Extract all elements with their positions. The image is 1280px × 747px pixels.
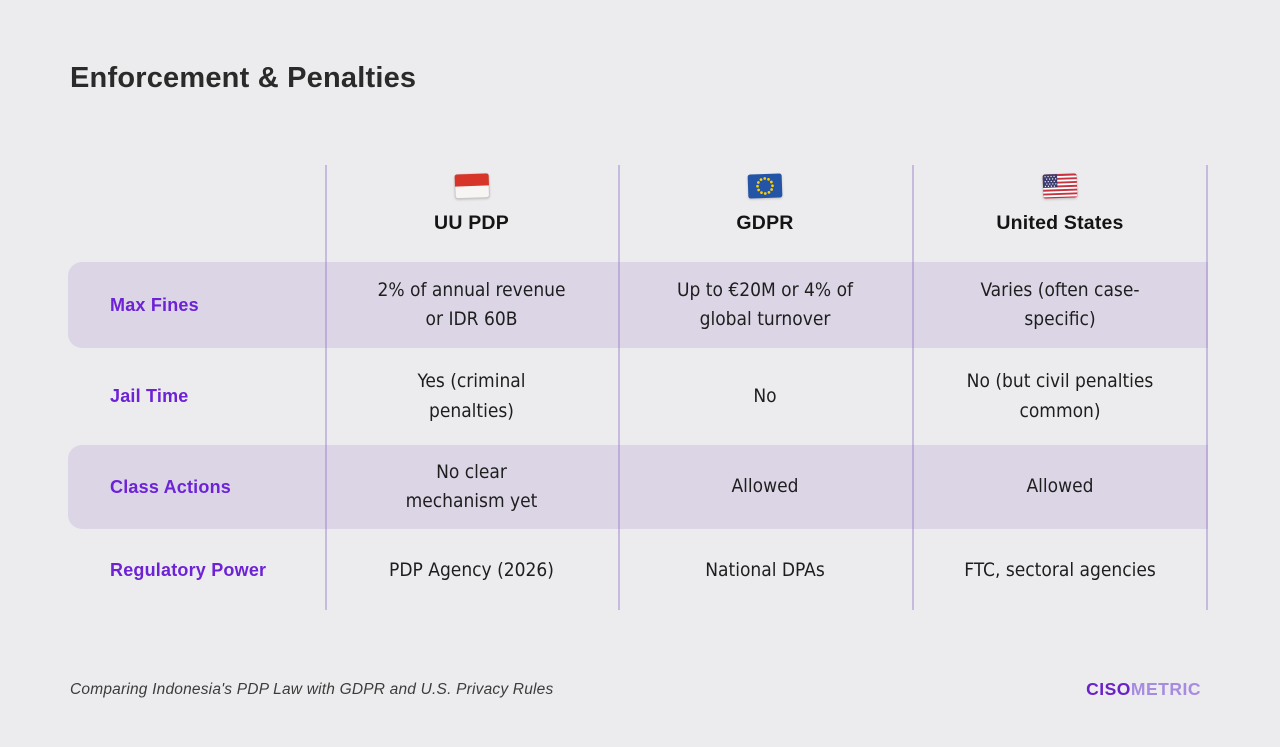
table-cell: Allowed [1026,475,1094,498]
table-row-class-actions: Class Actions No clear mechanism yet All… [68,445,1208,529]
column-divider [618,165,620,610]
table-cell: National DPAs [705,558,825,581]
corner-cell [68,165,325,262]
comparison-table: UU PDP GDPR [68,165,1208,612]
table-cell: 2% of annual revenue or IDR 60B [377,278,566,330]
table-cell: Varies (often case- specific) [980,278,1140,330]
footer-caption: Comparing Indonesia's PDP Law with GDPR … [70,681,554,698]
row-label: Max Fines [110,294,199,315]
table-cell: Up to €20M or 4% of global turnover [676,278,854,330]
table-cell: FTC, sectoral agencies [964,558,1156,581]
table-cell: PDP Agency (2026) [389,558,554,581]
column-header-label: United States [996,212,1124,234]
table-row-jail-time: Jail Time Yes (criminal penalties) No No… [68,348,1208,445]
row-label: Class Actions [110,476,231,497]
column-header-united-states: United States [912,165,1208,262]
column-divider [1206,165,1208,610]
brand-logo-secondary: METRIC [1130,679,1201,699]
page-title: Enforcement & Penalties [70,62,417,94]
table-cell: No clear mechanism yet [405,460,538,512]
table-cell: Allowed [731,475,799,498]
column-header-gdpr: GDPR [618,165,912,262]
brand-logo: CISOMETRIC [1086,679,1201,700]
table-cell: No [753,384,777,407]
row-label: Regulatory Power [110,560,267,580]
table-cell: No (but civil penalties common) [966,370,1154,422]
column-header-label: GDPR [736,212,794,234]
table-row-max-fines: Max Fines 2% of annual revenue or IDR 60… [68,262,1208,348]
brand-logo-primary: CISO [1086,679,1131,699]
table-header-row: UU PDP GDPR [68,165,1208,262]
row-label: Jail Time [110,386,189,406]
eu-flag-icon [747,173,783,199]
table-cell: Yes (criminal penalties) [417,370,526,422]
table-row-regulatory-power: Regulatory Power PDP Agency (2026) Natio… [68,529,1208,612]
column-header-label: UU PDP [434,212,509,234]
column-divider [912,165,914,610]
indonesia-flag-icon [453,173,490,199]
us-flag-icon [1042,173,1078,199]
column-header-uu-pdp: UU PDP [325,165,618,262]
column-divider [325,165,327,610]
